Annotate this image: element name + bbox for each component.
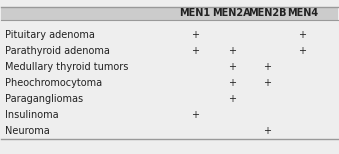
- Text: Neuroma: Neuroma: [5, 126, 49, 136]
- Text: Medullary thyroid tumors: Medullary thyroid tumors: [5, 62, 128, 72]
- Text: MEN2B: MEN2B: [248, 8, 286, 18]
- Text: +: +: [228, 94, 236, 104]
- Text: +: +: [228, 62, 236, 72]
- Text: MEN1: MEN1: [179, 8, 210, 18]
- FancyBboxPatch shape: [1, 7, 338, 20]
- Text: +: +: [191, 46, 199, 56]
- Text: Parathyroid adenoma: Parathyroid adenoma: [5, 46, 109, 56]
- Text: MEN2A: MEN2A: [213, 8, 251, 18]
- Text: MEN4: MEN4: [287, 8, 318, 18]
- Text: +: +: [263, 62, 271, 72]
- Text: +: +: [191, 30, 199, 40]
- Text: +: +: [263, 126, 271, 136]
- Text: +: +: [228, 46, 236, 56]
- Text: Paragangliomas: Paragangliomas: [5, 94, 83, 104]
- Text: Pheochromocytoma: Pheochromocytoma: [5, 78, 102, 88]
- Text: Insulinoma: Insulinoma: [5, 110, 58, 120]
- Text: +: +: [298, 46, 306, 56]
- Text: +: +: [228, 78, 236, 88]
- Text: +: +: [191, 110, 199, 120]
- Text: +: +: [263, 78, 271, 88]
- Text: Pituitary adenoma: Pituitary adenoma: [5, 30, 95, 40]
- Text: +: +: [298, 30, 306, 40]
